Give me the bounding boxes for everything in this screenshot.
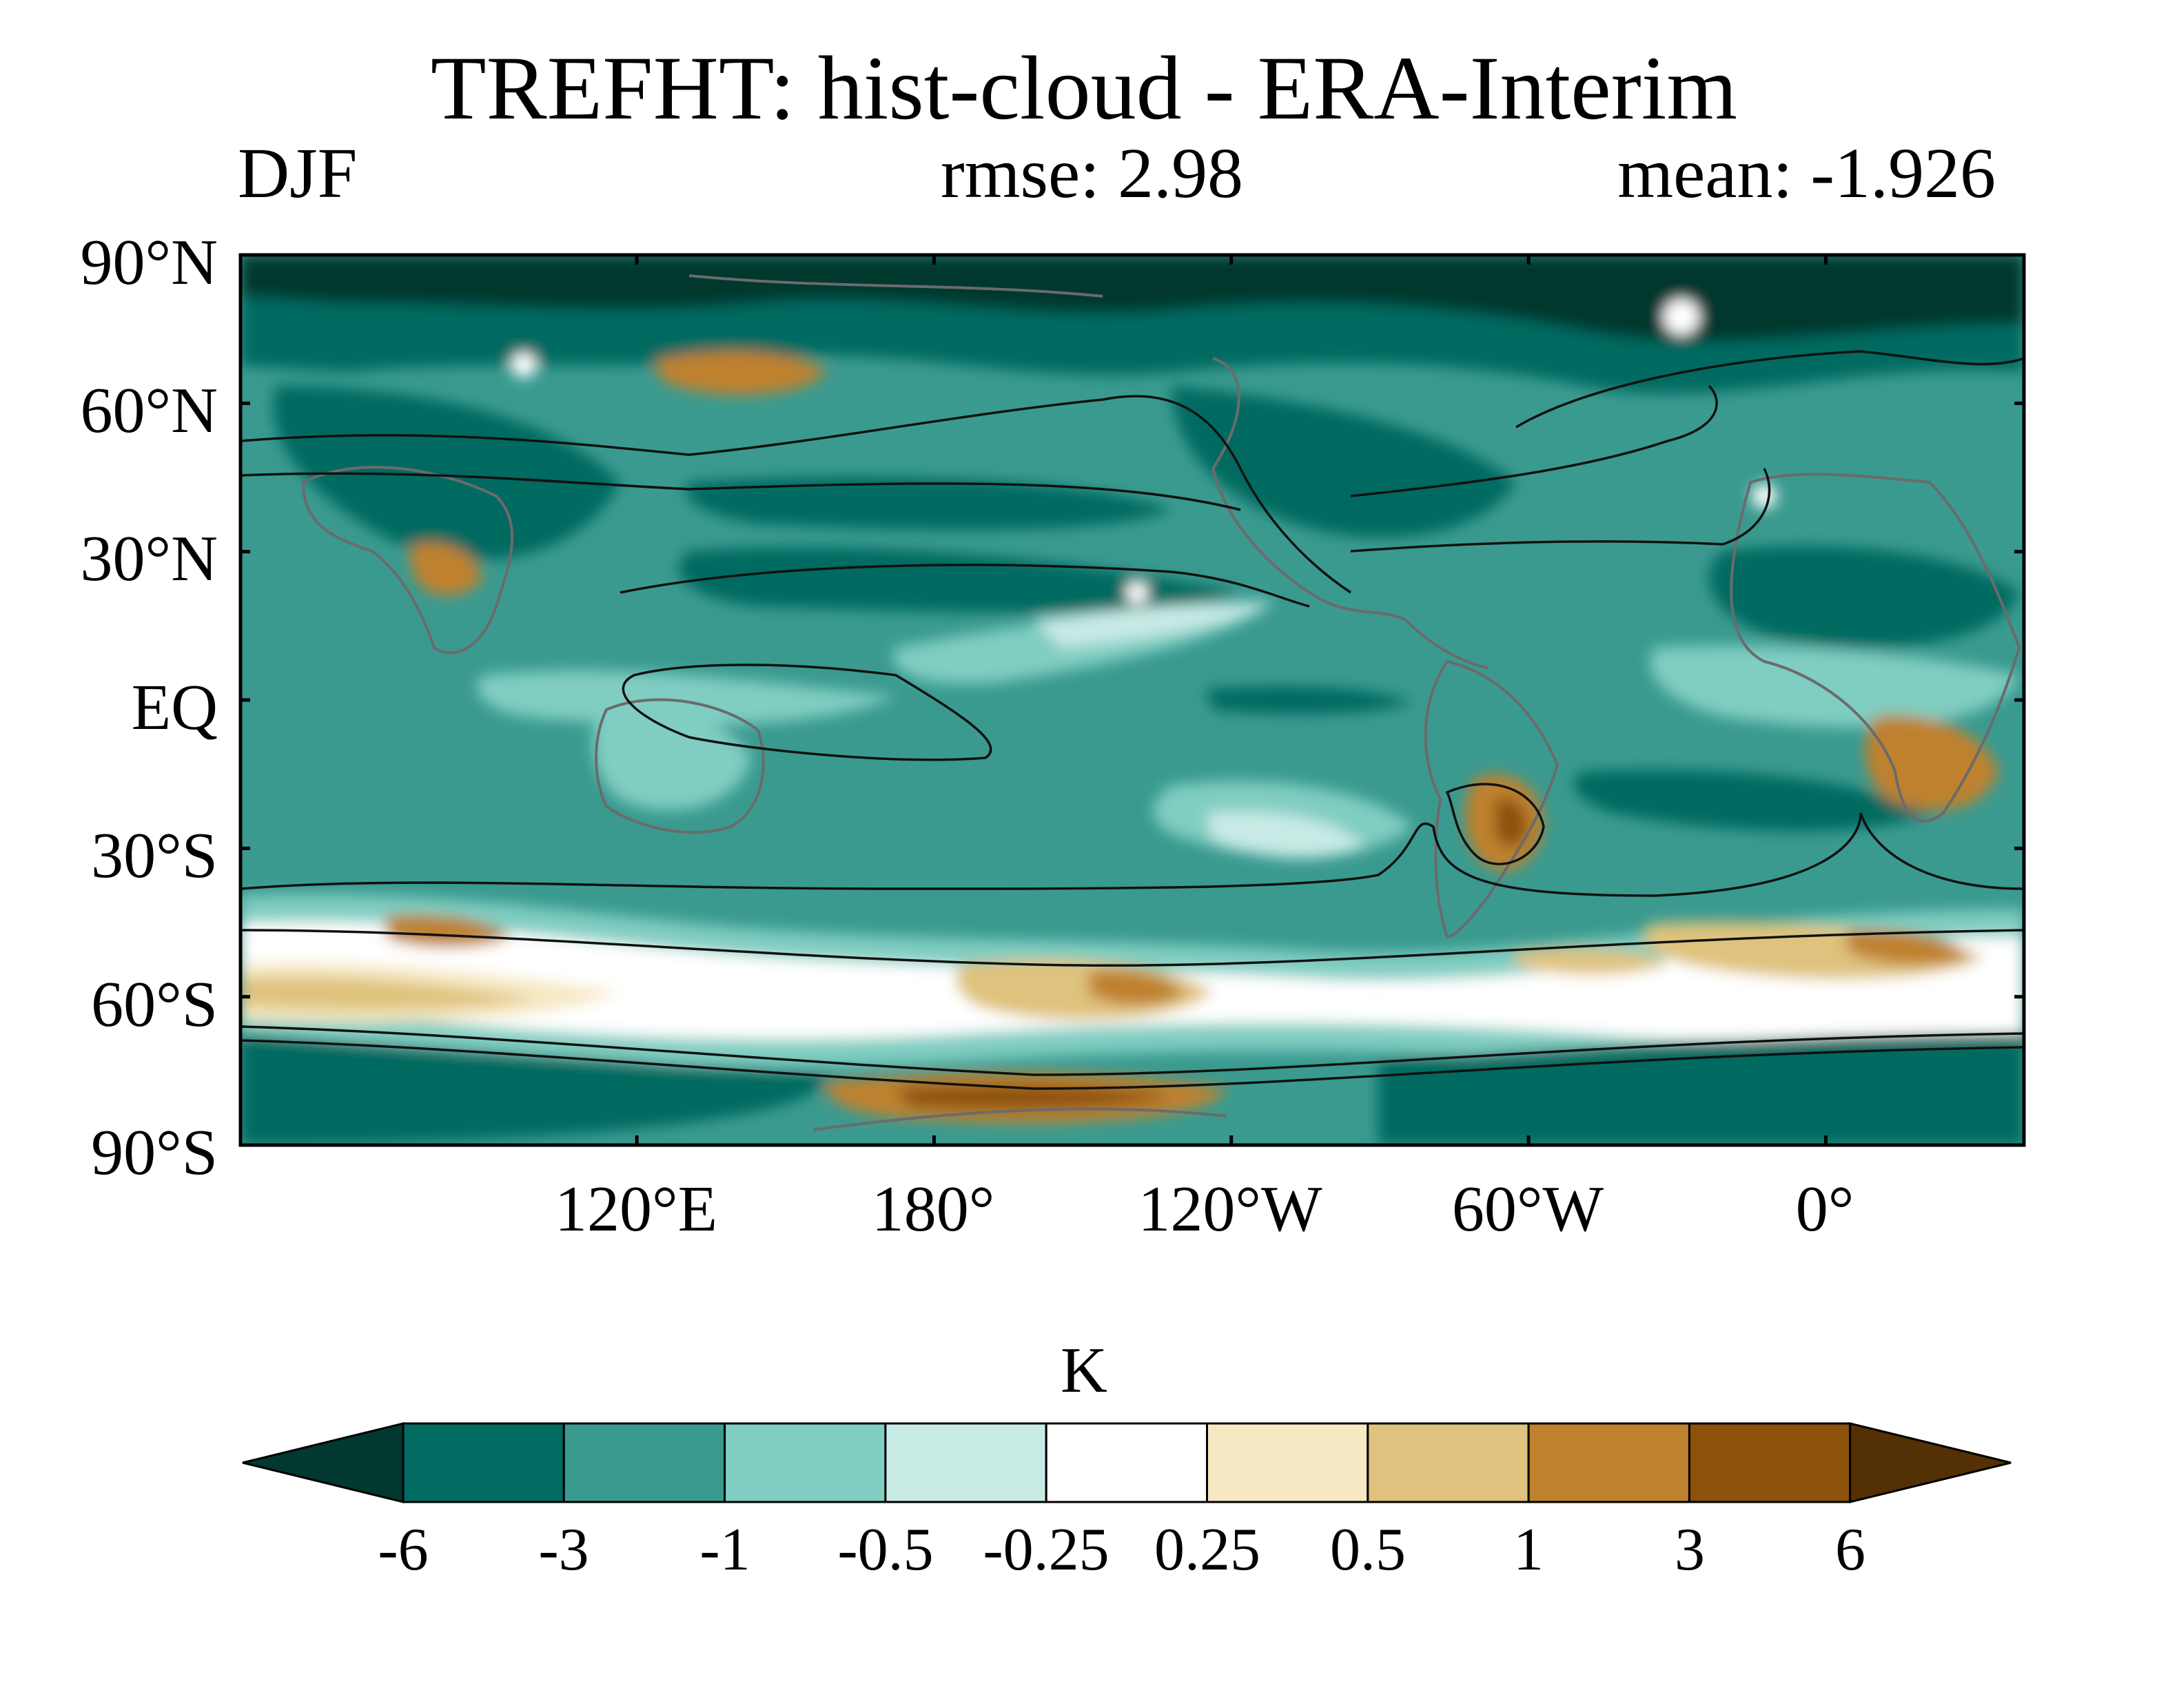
colorbar-label: -0.25	[983, 1516, 1109, 1583]
colorbar-bin	[402, 1422, 565, 1503]
map-title: TREFHT: hist-cloud - ERA-Interim	[430, 37, 1738, 138]
rmse-label: rmse: 2.98	[941, 134, 1244, 213]
lat-label-30n: 30°N	[80, 523, 218, 595]
lat-label-30s: 30°S	[91, 820, 218, 892]
colorbar-bin	[1367, 1422, 1530, 1503]
colorbar-extend-high	[1849, 1422, 2012, 1503]
colorbar-label: -6	[378, 1516, 429, 1583]
lon-label-60w: 60°W	[1451, 1173, 1604, 1245]
colorbar-label: 6	[1835, 1516, 1865, 1583]
colorbar-extend-low	[242, 1422, 405, 1503]
colorbar-label: 1	[1513, 1516, 1544, 1583]
anomaly-field	[241, 255, 2024, 1145]
y-axis-ticks	[241, 253, 2024, 1147]
x-axis-ticks	[635, 255, 1828, 1145]
lat-label-60s: 60°S	[91, 969, 218, 1040]
colorbar-bin	[1688, 1422, 1852, 1503]
colorbar-label: 0.5	[1330, 1516, 1406, 1583]
colorbar-unit: K	[1061, 1335, 1107, 1406]
lat-label-90s: 90°S	[91, 1117, 218, 1189]
colorbar-label: -3	[538, 1516, 589, 1583]
lat-label-60n: 60°N	[80, 375, 218, 446]
colorbar-label: -0.5	[837, 1516, 934, 1583]
colorbar-label: -1	[699, 1516, 750, 1583]
colorbar-bin	[562, 1422, 726, 1503]
colorbar-bin	[724, 1422, 887, 1503]
colorbar-bin	[1206, 1422, 1369, 1503]
colorbar-bin	[1527, 1422, 1690, 1503]
lon-label-120e: 120°E	[554, 1173, 718, 1245]
mean-label: mean: -1.926	[1617, 134, 1996, 213]
lon-label-180: 180°	[871, 1173, 995, 1245]
colorbar-bin	[884, 1422, 1047, 1503]
lon-label-0: 0°	[1795, 1173, 1854, 1245]
colorbar-label: 0.25	[1154, 1516, 1260, 1583]
colorbar-label: 3	[1675, 1516, 1705, 1583]
colorbar-bin	[1045, 1422, 1208, 1503]
season-label: DJF	[238, 134, 358, 213]
colorbar	[242, 1422, 2012, 1503]
lat-label-90n: 90°N	[80, 227, 218, 298]
lon-label-120w: 120°W	[1138, 1173, 1322, 1245]
lat-label-eq: EQ	[131, 672, 218, 743]
